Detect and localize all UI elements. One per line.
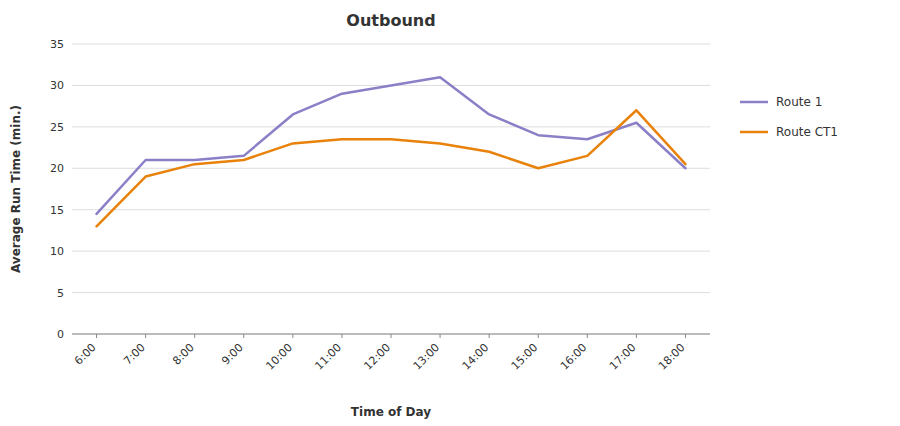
x-tick [292,334,293,338]
legend-label: Route 1 [776,95,822,109]
grid-line [72,44,710,45]
legend: Route 1 Route CT1 [740,95,838,139]
x-tick-label: 12:00 [362,341,394,373]
grid-line [72,168,710,169]
y-tick-label: 20 [50,162,64,175]
x-tick-label: 7:00 [121,341,148,368]
grid-line [72,251,710,252]
series-line [97,110,686,226]
x-tick-label: 15:00 [509,341,541,373]
legend-swatch [740,131,768,134]
x-tick [636,334,637,338]
x-tick-label: 16:00 [558,341,590,373]
grid-line [72,292,710,293]
y-tick-label: 30 [50,79,64,92]
legend-label: Route CT1 [776,125,838,139]
x-tick [145,334,146,338]
y-tick-label: 35 [50,38,64,51]
x-tick [587,334,588,338]
x-tick [391,334,392,338]
y-tick-label: 5 [57,287,64,300]
grid [72,44,710,334]
x-tick-label: 10:00 [263,341,295,373]
x-tick [243,334,244,338]
x-tick [341,334,342,338]
x-tick [538,334,539,338]
x-tick [440,334,441,338]
x-tick-label: 6:00 [72,341,99,368]
chart-title: Outbound [346,11,435,30]
x-tick-label: 18:00 [656,341,688,373]
x-tick [685,334,686,338]
y-tick-label: 15 [50,204,64,217]
x-tick [194,334,195,338]
x-tick-label: 14:00 [460,341,492,373]
x-axis-label: Time of Day [351,405,431,419]
x-tick-label: 11:00 [312,341,344,373]
y-tick-label: 0 [57,328,64,341]
y-tick-label: 25 [50,121,64,134]
chart-container: 0 5 10 15 20 25 30 35 6:00 7:00 8:00 9:00 10:00 11:00… [0,0,900,426]
x-tick-label: 17:00 [607,341,639,373]
grid-line [72,209,710,210]
y-tick-label: 10 [50,245,64,258]
chart-svg: 0 5 10 15 20 25 30 35 6:00 7:00 8:00 9:00 10:00 11:00… [0,0,900,426]
x-tick-label: 13:00 [411,341,443,373]
x-tick-label: 8:00 [170,341,197,368]
y-axis-label: Average Run Time (min.) [9,105,23,273]
x-tick [489,334,490,338]
legend-swatch [740,101,768,104]
x-tick-label: 9:00 [219,341,246,368]
plot-area [97,77,686,226]
x-tick [96,334,97,338]
grid-line [72,126,710,127]
